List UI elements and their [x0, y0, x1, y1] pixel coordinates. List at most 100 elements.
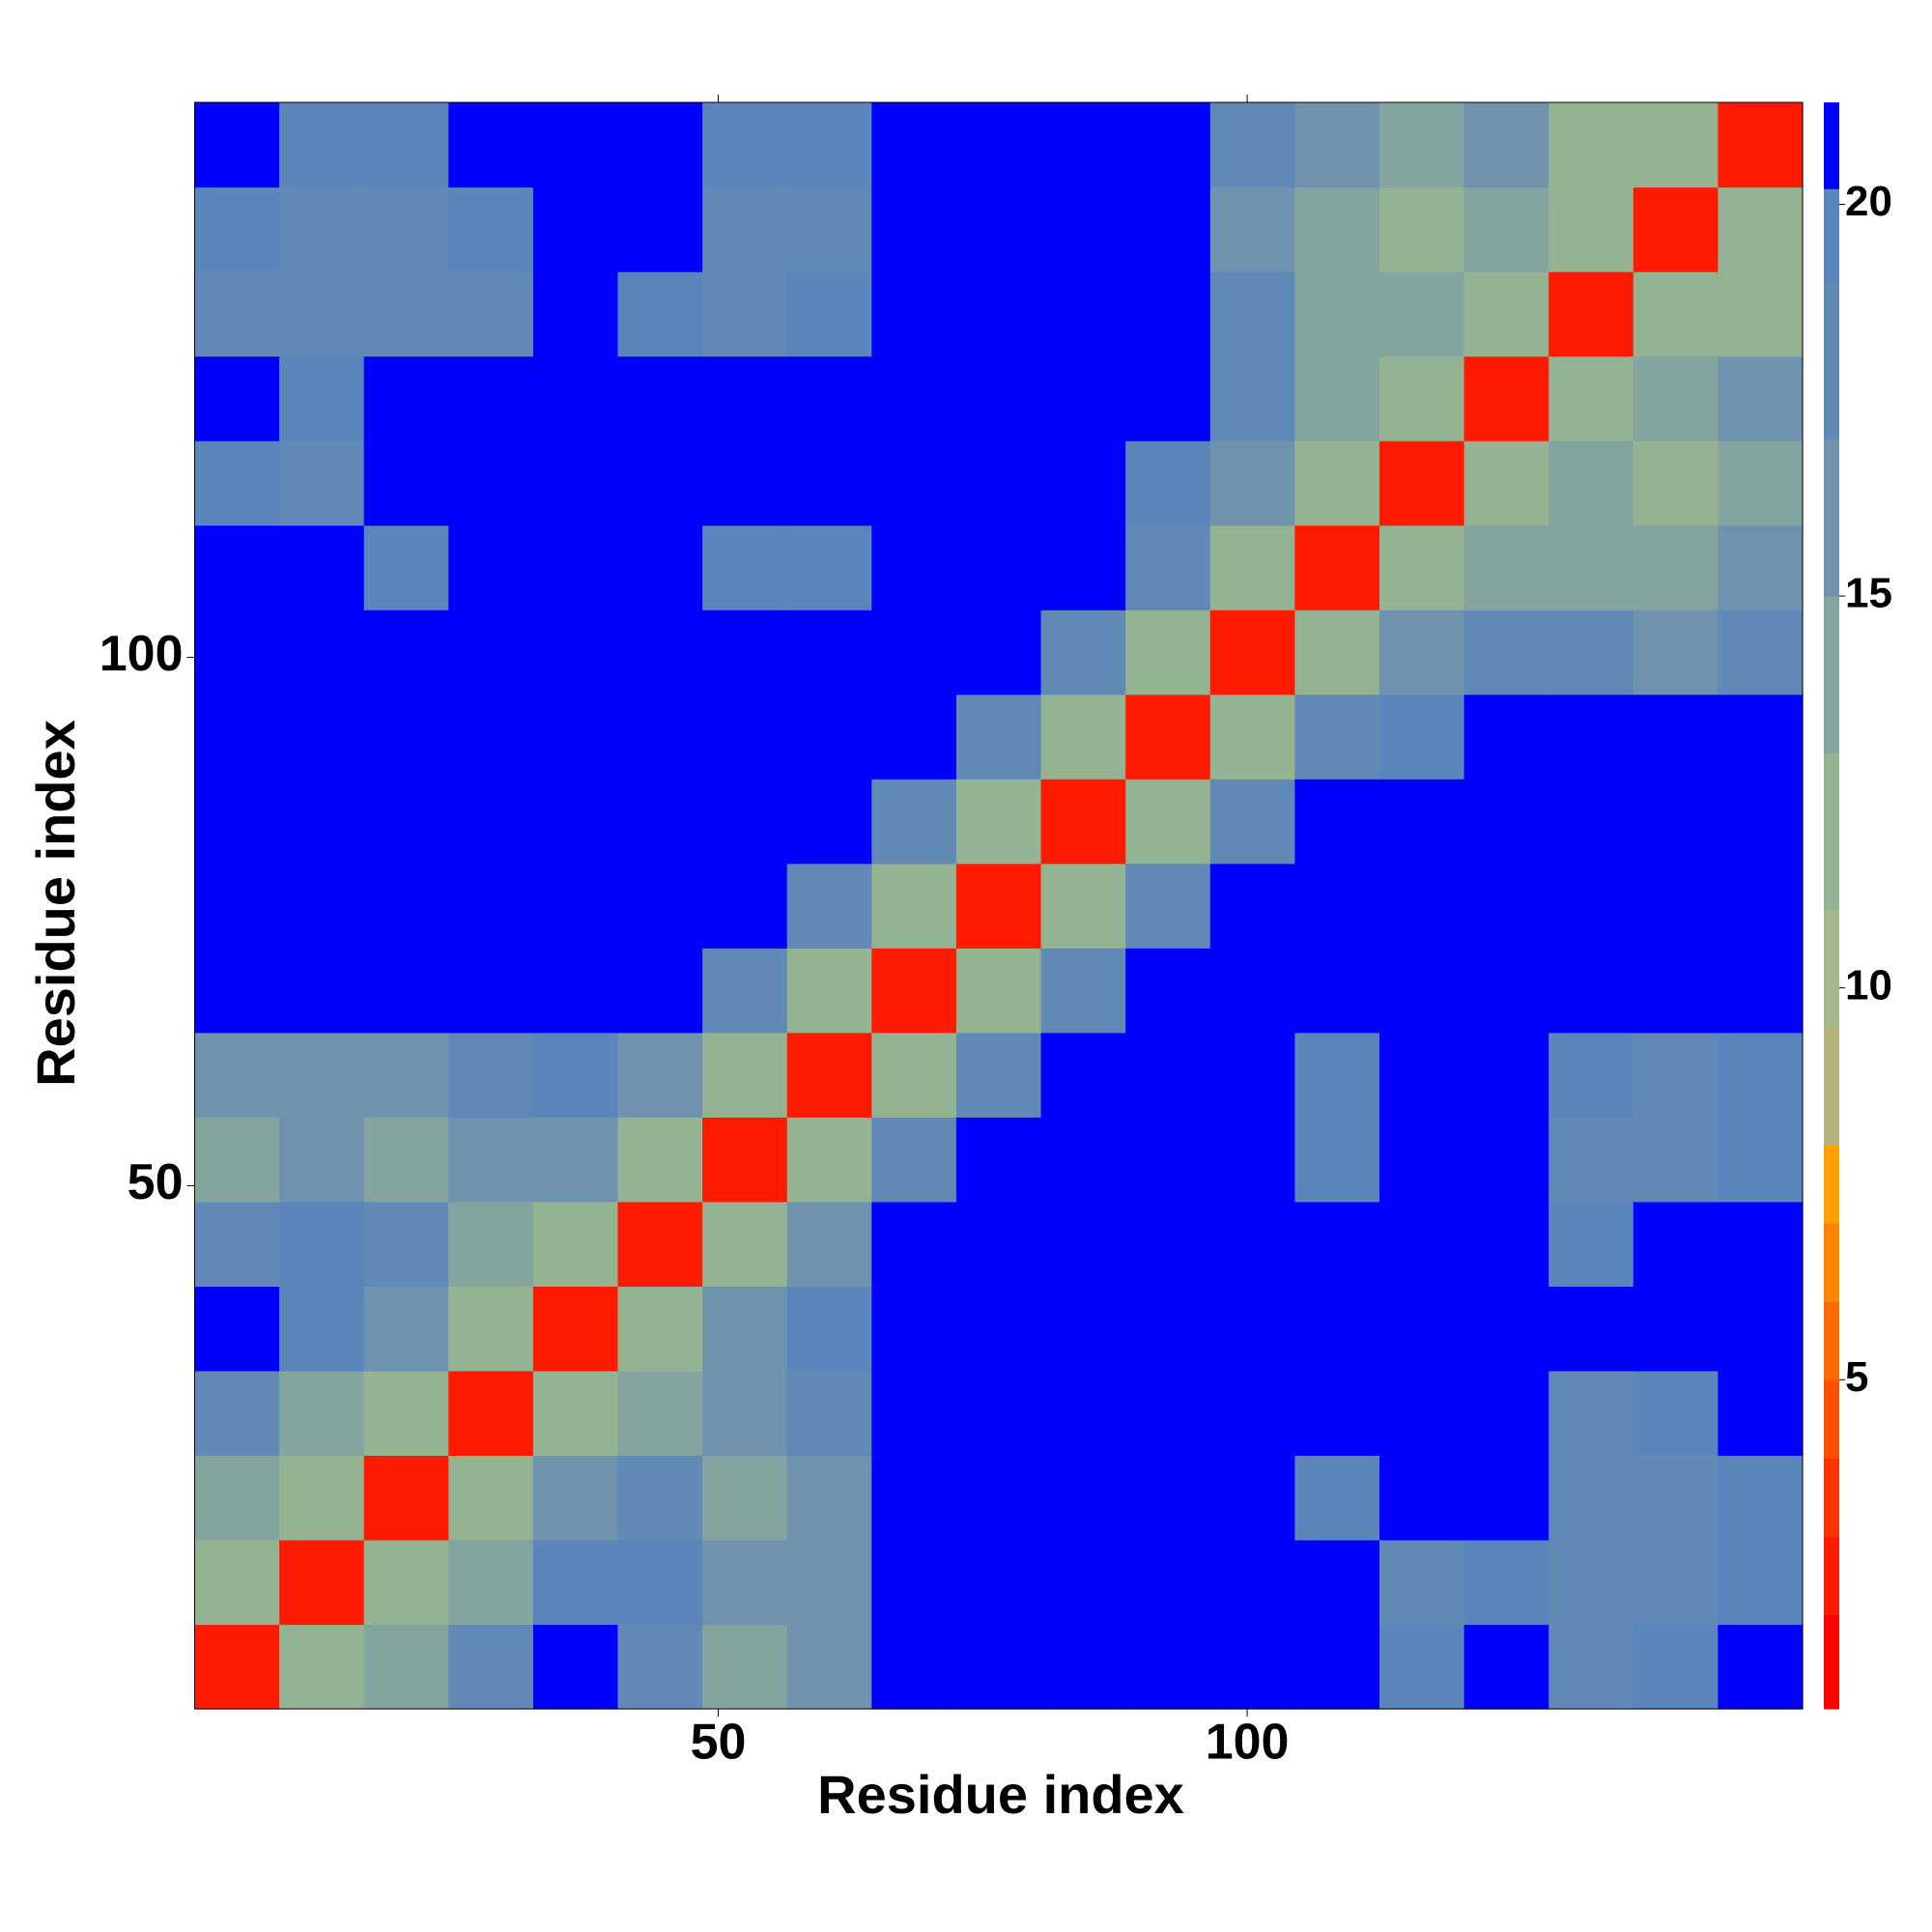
heatmap-cell: [194, 102, 280, 188]
heatmap-cell: [363, 610, 449, 696]
heatmap-cell: [194, 271, 280, 357]
heatmap-cell: [1040, 1286, 1126, 1372]
colorbar-segment: [1824, 1458, 1839, 1538]
heatmap-cell: [786, 271, 872, 357]
heatmap-cell: [1209, 610, 1295, 696]
heatmap-cell: [1463, 694, 1549, 780]
heatmap-cell: [1718, 1286, 1804, 1372]
heatmap-cell: [1718, 694, 1804, 780]
heatmap-cell: [1209, 1286, 1295, 1372]
colorbar-segment: [1824, 596, 1839, 753]
heatmap-cell: [871, 186, 957, 272]
heatmap-cell: [1378, 1624, 1465, 1710]
heatmap-cell: [448, 1539, 534, 1626]
heatmap-cell: [955, 525, 1042, 611]
heatmap-cell: [532, 1117, 619, 1203]
heatmap-cell: [279, 1201, 365, 1287]
heatmap-cell: [363, 1032, 449, 1118]
heatmap-cell: [871, 1117, 957, 1203]
colorbar-segment: [1824, 1223, 1839, 1302]
heatmap-cell: [1548, 271, 1634, 357]
heatmap-cell: [1463, 1455, 1549, 1541]
heatmap-cell: [279, 186, 365, 272]
heatmap-cell: [1378, 1286, 1465, 1372]
colorbar-segment: [1824, 439, 1839, 597]
heatmap-cell: [1294, 440, 1380, 526]
heatmap-cell: [1040, 271, 1126, 357]
heatmap-cell: [1633, 102, 1719, 188]
heatmap-cell: [448, 694, 534, 780]
heatmap-cell: [1040, 1117, 1126, 1203]
heatmap-cell: [363, 863, 449, 949]
heatmap-cell: [871, 440, 957, 526]
heatmap-cell: [1633, 1455, 1719, 1541]
heatmap-cell: [1633, 1201, 1719, 1287]
heatmap-cell: [1378, 694, 1465, 780]
heatmap-cell: [1548, 779, 1634, 865]
heatmap-cell: [1378, 525, 1465, 611]
heatmap-cell: [1378, 440, 1465, 526]
heatmap-cell: [617, 1624, 703, 1710]
heatmap-cell: [1294, 525, 1380, 611]
heatmap-cell: [363, 779, 449, 865]
heatmap-cell: [1378, 186, 1465, 272]
heatmap-cell: [786, 1624, 872, 1710]
heatmap-cell: [448, 102, 534, 188]
heatmap-cell: [702, 863, 788, 949]
heatmap-cell: [363, 1201, 449, 1287]
colorbar-segment: [1824, 753, 1839, 911]
heatmap-cell: [871, 1539, 957, 1626]
heatmap-cell: [1378, 1539, 1465, 1626]
colorbar-segment: [1824, 1379, 1839, 1459]
heatmap-cell: [1209, 1201, 1295, 1287]
heatmap-cell: [702, 102, 788, 188]
colorbar-tick-label: 10: [1845, 961, 1892, 1009]
heatmap-cell: [448, 1624, 534, 1710]
heatmap-cell: [1548, 610, 1634, 696]
heatmap-cell: [955, 863, 1042, 949]
heatmap-cell: [1463, 863, 1549, 949]
heatmap-cell: [279, 694, 365, 780]
heatmap-cell: [279, 1286, 365, 1372]
heatmap-cell: [532, 1032, 619, 1118]
heatmap-cell: [1209, 779, 1295, 865]
heatmap-cell: [1718, 863, 1804, 949]
heatmap-cell: [955, 1455, 1042, 1541]
heatmap-cell: [617, 102, 703, 188]
heatmap-cell: [786, 1117, 872, 1203]
heatmap-cell: [448, 863, 534, 949]
heatmap-cell: [194, 1370, 280, 1457]
heatmap-cell: [279, 1370, 365, 1457]
heatmap-cell: [1548, 1286, 1634, 1372]
heatmap-cell: [1209, 186, 1295, 272]
heatmap-cell: [1548, 1539, 1634, 1626]
heatmap-cell: [1294, 1201, 1380, 1287]
heatmap-cell: [1040, 355, 1126, 441]
heatmap-cell: [1633, 1370, 1719, 1457]
heatmap-cell: [279, 610, 365, 696]
heatmap-cell: [532, 694, 619, 780]
heatmap-cell: [1633, 440, 1719, 526]
heatmap-cell: [448, 271, 534, 357]
heatmap-cell: [955, 440, 1042, 526]
heatmap-cell: [1209, 1539, 1295, 1626]
heatmap-cell: [448, 1117, 534, 1203]
heatmap-cell: [194, 1624, 280, 1710]
heatmap-cell: [1040, 440, 1126, 526]
heatmap-cell: [1548, 1624, 1634, 1710]
heatmap-cell: [1209, 694, 1295, 780]
heatmap-cell: [1463, 1201, 1549, 1287]
heatmap-cell: [617, 694, 703, 780]
heatmap-cell: [448, 525, 534, 611]
heatmap-cell: [955, 1539, 1042, 1626]
heatmap-cell: [194, 1117, 280, 1203]
heatmap-cell: [1209, 1117, 1295, 1203]
heatmap-cell: [1633, 1624, 1719, 1710]
heatmap-cell: [1209, 1624, 1295, 1710]
heatmap-cell: [1040, 1455, 1126, 1541]
heatmap-cell: [702, 525, 788, 611]
heatmap-cell: [448, 440, 534, 526]
heatmap-cell: [955, 610, 1042, 696]
heatmap-cell: [1718, 779, 1804, 865]
colorbar-segment: [1824, 1536, 1839, 1616]
